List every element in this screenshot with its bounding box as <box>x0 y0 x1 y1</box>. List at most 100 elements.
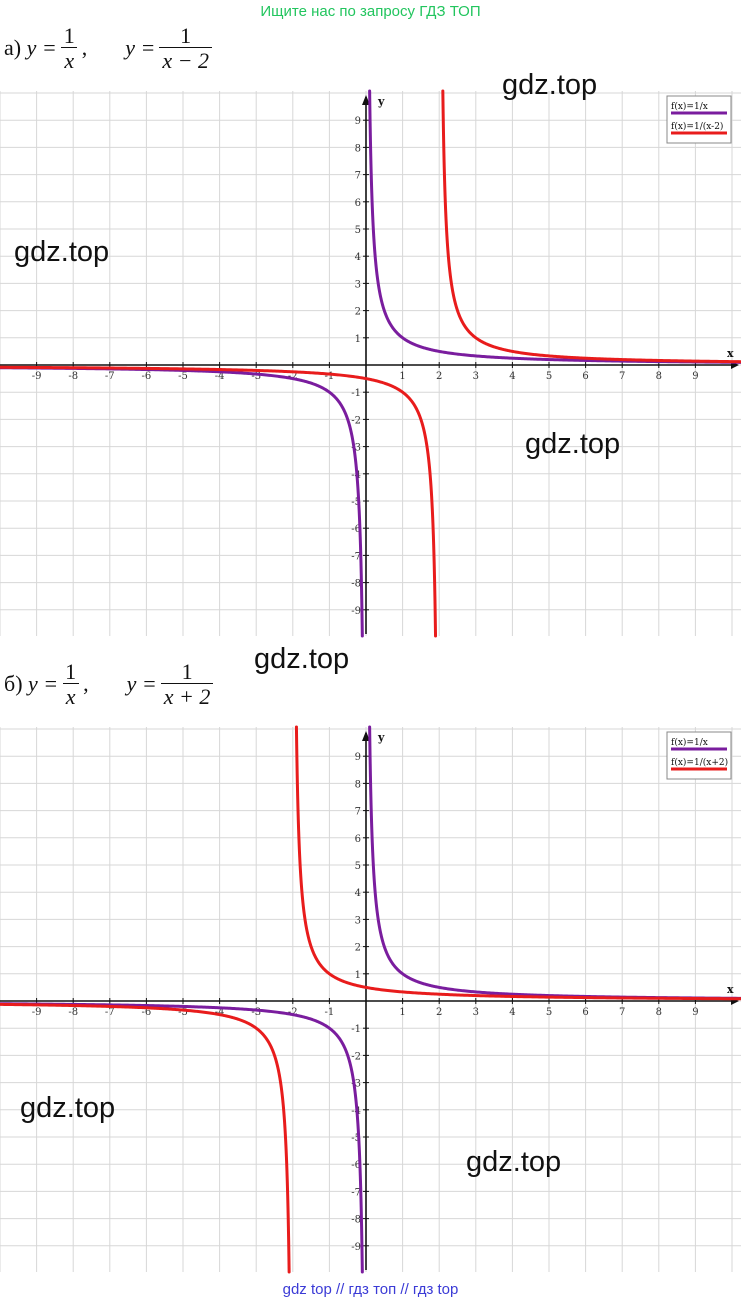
y-tick-label: 9 <box>355 752 361 763</box>
x-tick-label: 8 <box>656 1007 662 1018</box>
x-tick-label: 4 <box>509 1007 515 1018</box>
y-tick-label: 5 <box>355 225 361 236</box>
x-tick-label: -7 <box>105 371 115 382</box>
x-tick-label: 2 <box>436 1007 442 1018</box>
legend-label: f(x)=1/(x-2) <box>671 121 723 132</box>
y-tick-label: -1 <box>351 1024 361 1035</box>
legend-label: f(x)=1/x <box>671 737 708 748</box>
series-red-branch-left <box>0 1002 291 1274</box>
x-tick-label: -3 <box>251 371 261 382</box>
y-axis-label: y <box>377 731 385 744</box>
x-tick-label: -4 <box>215 1007 225 1018</box>
y-tick-label: 7 <box>355 171 361 182</box>
legend: f(x)=1/x f(x)=1/(x+2) <box>666 731 732 780</box>
x-tick-label: 1 <box>399 371 405 382</box>
x-tick-label: 7 <box>619 1007 625 1018</box>
fraction-b1-den: x <box>62 683 79 708</box>
x-tick-label: -5 <box>178 371 188 382</box>
fraction-a1: 1 x <box>61 24 78 72</box>
y-tick-label: -3 <box>351 443 361 454</box>
y-tick-label: -5 <box>351 497 361 508</box>
legend-label: f(x)=1/(x+2) <box>671 757 728 768</box>
y-tick-label: 1 <box>355 334 361 345</box>
y-tick-label: 4 <box>355 888 361 899</box>
section-b-label: б) <box>4 671 23 697</box>
x-tick-label: 6 <box>582 371 588 382</box>
y-tick-label: 3 <box>355 915 361 926</box>
y-tick-label: -6 <box>351 524 361 535</box>
legend-box <box>666 95 732 144</box>
x-tick-label: -6 <box>142 371 152 382</box>
series-red-branch-right <box>294 725 741 1001</box>
x-tick-label: 3 <box>473 1007 479 1018</box>
chart-b: x y -9 -8 -7 -6 -5 -4 -3 -2 -1 1 2 3 4 5 6 7 8 9 -9 -8 -7 -6 -5 -… <box>0 725 741 1274</box>
y-tick-label: -2 <box>351 415 361 426</box>
footer-banner: gdz top // гдз топ // гдз top <box>282 1281 459 1298</box>
watermark-1: gdz.top <box>502 69 598 101</box>
x-tick-label: 8 <box>656 371 662 382</box>
formula-b1-tail: , <box>83 671 89 697</box>
watermark-6: gdz.top <box>466 1146 562 1178</box>
formula-a1-lhs: y = <box>26 35 57 61</box>
header-banner: Ищите нас по запросу ГДЗ ТОП <box>260 3 481 20</box>
fraction-a1-num: 1 <box>63 23 75 48</box>
x-tick-label: 4 <box>509 371 515 382</box>
x-tick-label: -3 <box>251 1007 261 1018</box>
y-tick-label: 8 <box>355 779 361 790</box>
watermark-2: gdz.top <box>14 236 110 268</box>
y-tick-label: 9 <box>355 116 361 127</box>
y-tick-label: -8 <box>351 1215 361 1226</box>
x-tick-label: -8 <box>68 1007 78 1018</box>
chart-a: x y -9 -8 -7 -6 -5 -4 -3 -2 -1 1 2 3 4 5 6 7 8 9 -9 -8 -7 -6 -5 -… <box>0 89 741 638</box>
x-tick-label: 6 <box>582 1007 588 1018</box>
y-tick-label: -6 <box>351 1160 361 1171</box>
watermark-4: gdz.top <box>254 643 350 675</box>
section-a-label: а) <box>4 35 22 61</box>
y-tick-label: 4 <box>355 252 361 263</box>
x-tick-label: 3 <box>473 371 479 382</box>
series-red-branch-right <box>441 89 741 364</box>
y-tick-label: -5 <box>351 1133 361 1144</box>
fraction-b2-den: x + 2 <box>160 683 214 708</box>
x-tick-label: 1 <box>399 1007 405 1018</box>
y-tick-label: 3 <box>355 279 361 290</box>
y-tick-label: 1 <box>355 970 361 981</box>
y-tick-label: -9 <box>351 1242 361 1253</box>
x-tick-label: 9 <box>692 371 698 382</box>
fraction-a1-den: x <box>61 47 78 72</box>
formula-b1-lhs: y = <box>28 671 59 697</box>
series-purple-branch-left <box>0 1002 364 1274</box>
watermark-3: gdz.top <box>525 428 621 460</box>
x-tick-label: -4 <box>215 371 225 382</box>
series-purple-branch-right <box>368 89 741 364</box>
x-tick-label: -2 <box>288 371 298 382</box>
x-tick-label: 5 <box>546 371 552 382</box>
y-tick-label: -7 <box>351 1187 361 1198</box>
formula-a1-tail: , <box>81 35 88 61</box>
y-tick-label: -1 <box>351 388 361 399</box>
x-tick-label: 2 <box>436 371 442 382</box>
x-tick-label: 9 <box>692 1007 698 1018</box>
formula-b: б) y = 1 x , y = 1 x + 2 <box>4 660 217 708</box>
x-tick-label: -8 <box>68 371 78 382</box>
watermark-5: gdz.top <box>20 1092 116 1124</box>
series-purple-branch-left <box>0 366 364 638</box>
x-tick-label: -1 <box>325 371 335 382</box>
x-tick-label: -5 <box>178 1007 188 1018</box>
y-tick-label: 6 <box>355 198 361 209</box>
fraction-b2: 1 x + 2 <box>160 659 214 708</box>
x-axis-label: x <box>727 983 734 996</box>
fraction-b2-num: 1 <box>181 659 193 684</box>
x-tick-label: -1 <box>325 1007 335 1018</box>
y-tick-label: -8 <box>351 579 361 590</box>
legend-box <box>666 731 732 780</box>
fraction-b1: 1 x <box>62 660 79 708</box>
y-axis-arrow <box>362 731 370 741</box>
y-tick-label: -3 <box>351 1079 361 1090</box>
fraction-a2: 1 x − 2 <box>159 24 212 72</box>
fraction-a2-num: 1 <box>180 23 192 48</box>
y-tick-label: 8 <box>355 143 361 154</box>
legend-label: f(x)=1/x <box>671 101 708 112</box>
y-tick-label: 2 <box>355 943 361 954</box>
y-tick-label: 6 <box>355 834 361 845</box>
